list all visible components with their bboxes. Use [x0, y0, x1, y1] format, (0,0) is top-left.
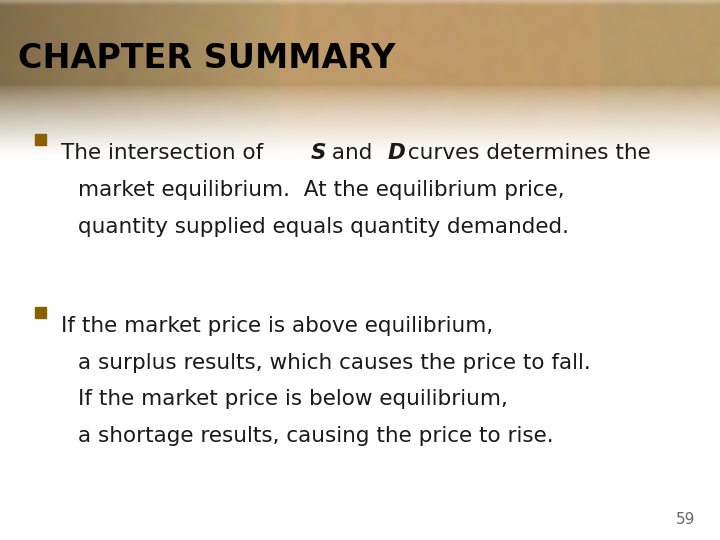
- Bar: [35, 307, 46, 318]
- Text: 59: 59: [675, 511, 695, 526]
- Text: D: D: [387, 143, 405, 163]
- Text: S: S: [311, 143, 326, 163]
- Bar: [35, 134, 46, 145]
- Text: CHAPTER SUMMARY: CHAPTER SUMMARY: [18, 42, 395, 75]
- Text: and: and: [325, 143, 379, 163]
- Text: If the market price is above equilibrium,: If the market price is above equilibrium…: [61, 316, 493, 336]
- Text: The intersection of: The intersection of: [61, 143, 270, 163]
- Text: curves determines the: curves determines the: [401, 143, 651, 163]
- Text: a surplus results, which causes the price to fall.: a surplus results, which causes the pric…: [78, 353, 590, 373]
- Text: If the market price is below equilibrium,: If the market price is below equilibrium…: [78, 389, 508, 409]
- Text: quantity supplied equals quantity demanded.: quantity supplied equals quantity demand…: [78, 217, 569, 237]
- Bar: [0, 154, 720, 540]
- Text: a shortage results, causing the price to rise.: a shortage results, causing the price to…: [78, 426, 554, 446]
- Text: market equilibrium.  At the equilibrium price,: market equilibrium. At the equilibrium p…: [78, 180, 564, 200]
